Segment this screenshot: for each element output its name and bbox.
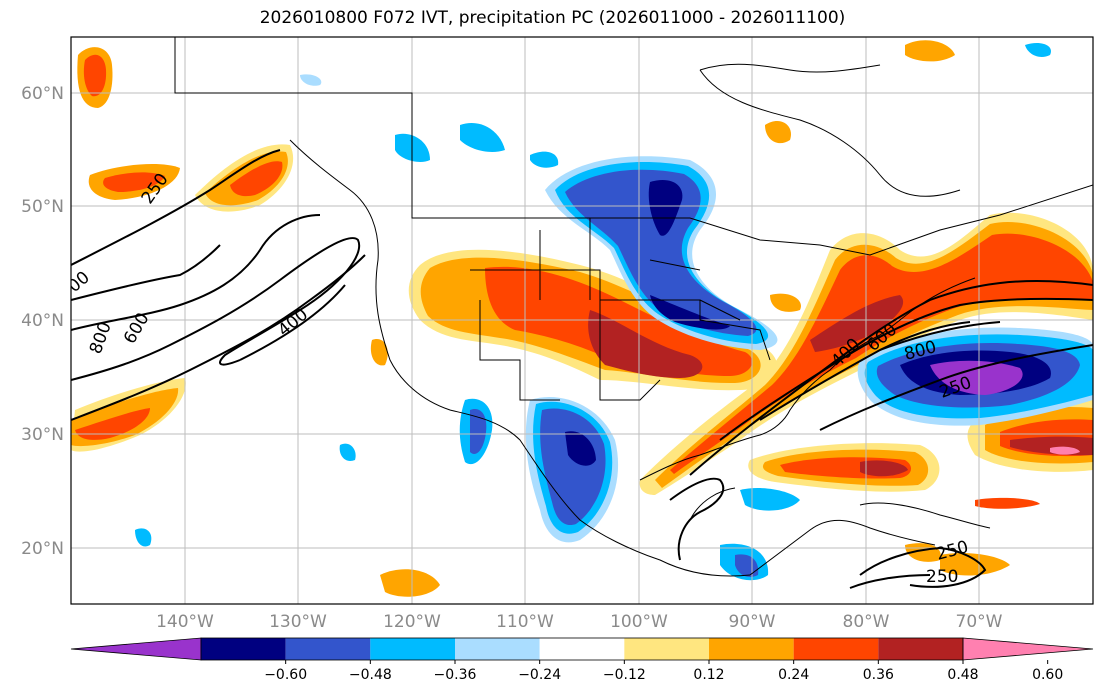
contour-label: 250 <box>926 567 958 587</box>
lat-label: 20°N <box>21 539 64 559</box>
colorbar-swatch <box>455 638 540 660</box>
colorbar-tick-label: −0.12 <box>603 667 646 683</box>
lon-label: 110°W <box>496 612 554 632</box>
graticule <box>71 37 1093 604</box>
ivt-contours <box>71 149 1093 589</box>
colorbar-swatch <box>539 638 625 660</box>
colorbar-border <box>200 637 964 661</box>
colorbar-tick-label: −0.48 <box>349 667 392 683</box>
colorbar: −0.60 −0.48 −0.36 −0.24 −0.12 0.12 0.24 0.36 0.4… <box>70 637 1094 683</box>
colorbar-swatch <box>878 638 963 660</box>
lon-label: 140°W <box>156 612 214 632</box>
lat-label: 60°N <box>21 84 64 104</box>
colorbar-tick-label: −0.36 <box>434 667 477 683</box>
lon-label: 120°W <box>383 612 441 632</box>
colorbar-swatch <box>624 638 709 660</box>
lon-label: 80°W <box>843 612 890 632</box>
map-title: 2026010800 F072 IVT, precipitation PC (2… <box>259 8 846 28</box>
lon-label: 90°W <box>729 612 776 632</box>
colorbar-tick-label: 0.12 <box>693 667 724 683</box>
lat-label: 40°N <box>21 311 64 331</box>
colorbar-extend-high <box>962 637 1094 661</box>
colorbar-tick-label: 0.48 <box>947 667 978 683</box>
colorbar-tick-label: 0.36 <box>863 667 894 683</box>
map-layers: 250 400 600 800 00 400 600 800 250 250 2… <box>71 37 1093 604</box>
latitude-labels: 60°N 50°N 40°N 30°N 20°N <box>21 84 64 559</box>
colorbar-tick-label: 0.60 <box>1032 667 1063 683</box>
colorbar-swatch <box>201 638 286 660</box>
lon-label: 130°W <box>269 612 327 632</box>
colorbar-tick-label: −0.24 <box>518 667 561 683</box>
lon-label: 70°W <box>956 612 1003 632</box>
colorbar-tick-label: −0.60 <box>264 667 307 683</box>
colorbar-tick-label: 0.24 <box>778 667 809 683</box>
colorbar-swatch <box>793 638 879 660</box>
map-frame <box>70 36 1094 605</box>
lat-label: 50°N <box>21 197 64 217</box>
longitude-labels: 140°W 130°W 120°W 110°W 100°W 90°W 80°W … <box>156 612 1003 632</box>
lon-label: 100°W <box>610 612 668 632</box>
colorbar-swatch <box>709 638 794 660</box>
colorbar-extend-low <box>70 637 202 661</box>
colorbar-swatch <box>285 638 371 660</box>
colorbar-swatch <box>370 638 455 660</box>
lat-label: 30°N <box>21 425 64 445</box>
